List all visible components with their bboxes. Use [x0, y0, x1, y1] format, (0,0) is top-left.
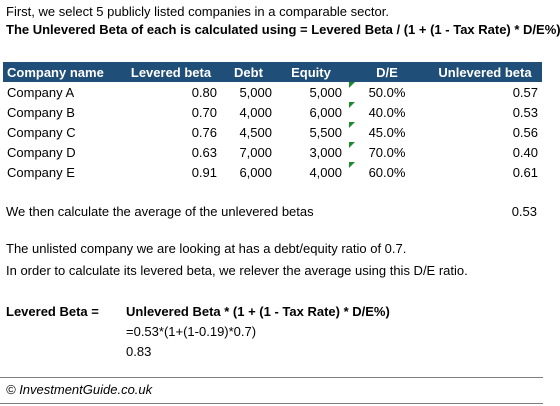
- average-label: We then calculate the average of the unl…: [6, 204, 314, 219]
- equity-cell: 5,000: [309, 84, 342, 100]
- levered-beta-cell: 0.70: [191, 104, 217, 120]
- formula-marker-icon: [349, 142, 355, 148]
- company-name-cell: Company A: [7, 84, 75, 100]
- header-company-name: Company name: [3, 62, 121, 82]
- table-row: Company E 0.91 6,000 4,000 60.0% 0.61: [3, 162, 542, 182]
- table-row: Company C 0.76 4,500 5,500 45.0% 0.56: [3, 122, 542, 142]
- copyright-text: © InvestmentGuide.co.uk: [6, 382, 153, 397]
- unlevered-beta-cell: 0.53: [512, 104, 538, 120]
- unlevered-beta-cell: 0.56: [512, 124, 538, 140]
- debt-cell: 7,000: [239, 144, 272, 160]
- header-debt: Debt: [221, 62, 276, 82]
- de-cell: 60.0%: [368, 164, 406, 180]
- levered-beta-cell: 0.80: [191, 84, 217, 100]
- de-cell: 40.0%: [368, 104, 406, 120]
- equity-cell: 6,000: [309, 104, 342, 120]
- levered-beta-label: Levered Beta =: [6, 304, 99, 319]
- debt-cell: 4,500: [239, 124, 272, 140]
- company-name-cell: Company D: [7, 144, 76, 160]
- levered-beta-cell: 0.91: [191, 164, 217, 180]
- formula-heading: The Unlevered Beta of each is calculated…: [6, 22, 560, 37]
- levered-beta-cell: 0.76: [191, 124, 217, 140]
- header-de: D/E: [346, 62, 428, 82]
- table-row: Company A 0.80 5,000 5,000 50.0% 0.57: [3, 82, 542, 102]
- debt-cell: 5,000: [239, 84, 272, 100]
- intro-line-1: First, we select 5 publicly listed compa…: [6, 4, 389, 19]
- unlisted-line-1: The unlisted company we are looking at h…: [6, 241, 407, 256]
- debt-cell: 6,000: [239, 164, 272, 180]
- unlisted-line-2: In order to calculate its levered beta, …: [6, 263, 468, 278]
- de-cell: 45.0%: [368, 124, 406, 140]
- comparables-table: Company name Levered beta Debt Equity D/…: [3, 62, 542, 182]
- unlevered-beta-cell: 0.61: [512, 164, 538, 180]
- de-cell: 50.0%: [368, 84, 406, 100]
- levered-beta-result: 0.83: [126, 344, 152, 359]
- formula-marker-icon: [349, 102, 355, 108]
- formula-marker-icon: [349, 82, 355, 88]
- average-value: 0.53: [511, 204, 537, 219]
- company-name-cell: Company B: [7, 104, 75, 120]
- table-header-row: Company name Levered beta Debt Equity D/…: [3, 62, 542, 82]
- de-cell: 70.0%: [368, 144, 406, 160]
- levered-beta-cell: 0.63: [191, 144, 217, 160]
- equity-cell: 3,000: [309, 144, 342, 160]
- equity-cell: 4,000: [309, 164, 342, 180]
- equity-cell: 5,500: [309, 124, 342, 140]
- formula-marker-icon: [349, 162, 355, 168]
- unlevered-beta-cell: 0.57: [512, 84, 538, 100]
- debt-cell: 4,000: [239, 104, 272, 120]
- unlevered-beta-cell: 0.40: [512, 144, 538, 160]
- company-name-cell: Company E: [7, 164, 75, 180]
- company-name-cell: Company C: [7, 124, 76, 140]
- header-equity: Equity: [276, 62, 346, 82]
- formula-marker-icon: [349, 122, 355, 128]
- levered-beta-calculation: =0.53*(1+(1-0.19)*0.7): [126, 324, 257, 339]
- header-unlevered-beta: Unlevered beta: [428, 62, 542, 82]
- levered-beta-formula: Unlevered Beta * (1 + (1 - Tax Rate) * D…: [126, 304, 390, 319]
- table-row: Company D 0.63 7,000 3,000 70.0% 0.40: [3, 142, 542, 162]
- footer-bar: © InvestmentGuide.co.uk: [0, 377, 543, 404]
- header-levered-beta: Levered beta: [121, 62, 221, 82]
- table-row: Company B 0.70 4,000 6,000 40.0% 0.53: [3, 102, 542, 122]
